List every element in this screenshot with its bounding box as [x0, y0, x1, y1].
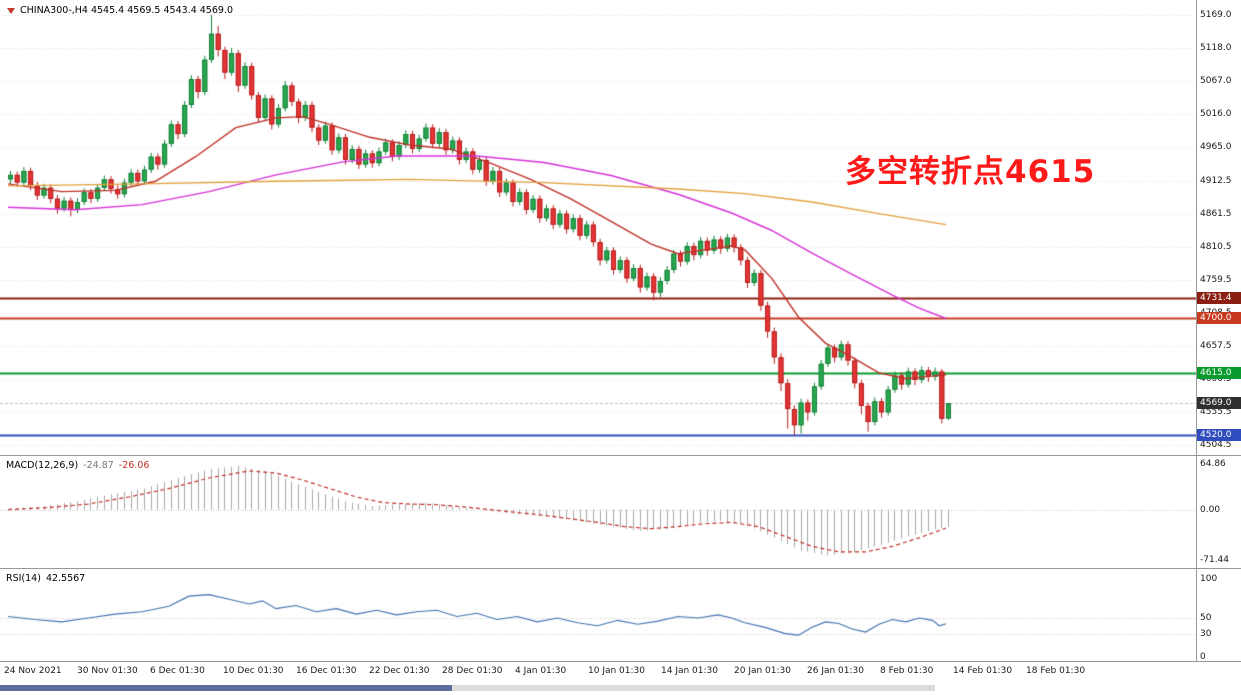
time-axis-label: 30 Nov 01:30 [77, 666, 138, 676]
price-axis[interactable]: 5169.0 5118.0 5067.0 5016.0 4965.0 4912.5 4861… [1196, 0, 1241, 455]
price-axis-label: 4861.5 [1200, 208, 1232, 219]
price-axis-label: 5169.0 [1200, 10, 1232, 20]
macd-label: MACD(12,26,9) -24.87 -26.06 [6, 460, 149, 471]
time-axis-label: 10 Jan 01:30 [588, 666, 645, 676]
rsi-axis-label: 100 [1200, 574, 1218, 584]
chart-title: CHINA300-,H4 4545.4 4569.5 4543.4 4569.0 [7, 5, 233, 16]
price-chart-panel: CHINA300-,H4 4545.4 4569.5 4543.4 4569.0… [0, 0, 1241, 455]
time-axis-label: 18 Feb 01:30 [1026, 666, 1086, 676]
rsi-canvas[interactable] [0, 569, 1196, 661]
macd-name: MACD(12,26,9) [6, 460, 79, 471]
rsi-name: RSI(14) [6, 573, 41, 584]
price-tag: 4615.0 [1197, 367, 1241, 380]
time-axis-label: 28 Dec 01:30 [442, 666, 503, 676]
price-axis-label: 4504.5 [1200, 440, 1232, 450]
time-axis-label: 6 Dec 01:30 [150, 666, 205, 676]
scrollbar-thumb[interactable] [0, 685, 452, 691]
rsi-axis[interactable]: 100 50 30 0 [1196, 569, 1241, 662]
rsi-value: 42.5567 [45, 573, 86, 584]
macd-axis-label: 64.86 [1200, 459, 1226, 469]
price-axis-label: 4912.5 [1200, 175, 1232, 186]
bottom-scrollbar-area [0, 681, 1241, 695]
price-axis-label: 5067.0 [1200, 76, 1232, 86]
macd-axis-label: 0.00 [1200, 504, 1221, 515]
rsi-axis-label: 30 [1200, 628, 1212, 639]
price-tag: 4569.0 [1197, 397, 1241, 410]
time-axis-label: 24 Nov 2021 [4, 666, 62, 676]
time-axis-label: 20 Jan 01:30 [734, 666, 791, 676]
price-axis-label: 4657.5 [1200, 340, 1232, 351]
time-axis-label: 8 Feb 01:30 [880, 666, 934, 676]
scrollbar-track[interactable] [0, 685, 935, 691]
price-axis-label: 4555.5 [1200, 406, 1232, 417]
price-axis-label: 4810.5 [1200, 241, 1232, 252]
macd-canvas[interactable] [0, 456, 1196, 568]
price-axis-label: 4759.5 [1200, 274, 1232, 285]
macd-axis[interactable]: 64.86 0.00 -71.44 [1196, 456, 1241, 568]
symbol-triangle-icon [7, 7, 15, 14]
price-chart-canvas[interactable] [0, 0, 1196, 455]
macd-signal-value: -26.06 [118, 460, 150, 471]
time-axis-label: 14 Feb 01:30 [953, 666, 1013, 676]
time-axis-label: 26 Jan 01:30 [807, 666, 864, 676]
price-axis-label: 5118.0 [1200, 43, 1232, 53]
price-axis-label: 5016.0 [1200, 109, 1232, 119]
macd-main-value: -24.87 [83, 460, 114, 471]
time-axis-label: 22 Dec 01:30 [369, 666, 430, 676]
rsi-panel: RSI(14) 42.5567 100 50 30 0 [0, 568, 1241, 662]
time-axis-label: 10 Dec 01:30 [223, 666, 284, 676]
rsi-axis-label: 0 [1200, 652, 1206, 662]
time-axis[interactable]: 24 Nov 2021 30 Nov 01:30 6 Dec 01:30 10 Dec… [0, 661, 1241, 681]
chart-title-text: CHINA300-,H4 4545.4 4569.5 4543.4 4569.0 [20, 5, 233, 16]
macd-axis-label: -71.44 [1200, 555, 1230, 565]
annotation-text[interactable]: 多空转折点4615 [845, 154, 1096, 190]
price-tag: 4731.4 [1197, 292, 1241, 305]
time-axis-label: 14 Jan 01:30 [661, 666, 718, 676]
price-tag: 4700.0 [1197, 312, 1241, 325]
rsi-label: RSI(14) 42.5567 [6, 573, 85, 584]
rsi-axis-label: 50 [1200, 613, 1212, 623]
price-tag: 4520.0 [1197, 428, 1241, 441]
time-axis-label: 16 Dec 01:30 [296, 666, 357, 676]
price-axis-label: 4965.0 [1200, 142, 1232, 152]
time-axis-label: 4 Jan 01:30 [515, 666, 567, 676]
macd-panel: MACD(12,26,9) -24.87 -26.06 64.86 0.00 -71.4… [0, 455, 1241, 568]
